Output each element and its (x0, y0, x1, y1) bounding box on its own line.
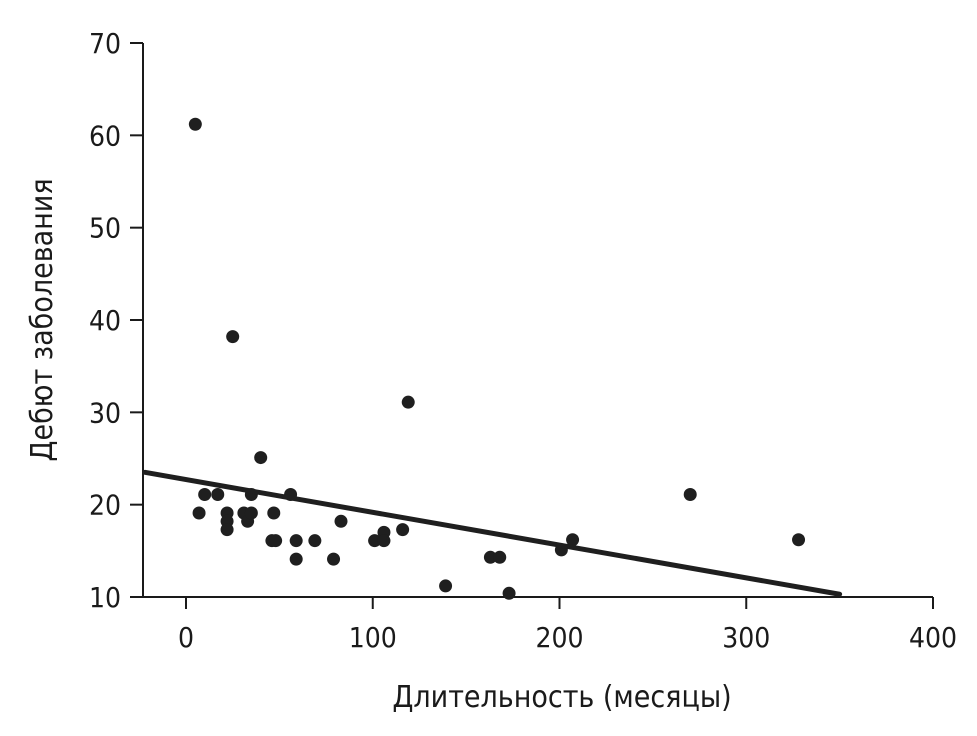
data-points (188, 117, 806, 600)
data-point (188, 117, 202, 131)
x-axis-title: Длительность (месяцы) (392, 680, 731, 715)
data-point (289, 552, 303, 566)
x-tick-label: 100 (349, 621, 397, 654)
y-tick-label: 30 (89, 396, 121, 429)
y-axis-title: Дебют заболевания (25, 178, 60, 461)
y-tick-label: 10 (89, 581, 121, 614)
data-point (439, 579, 453, 593)
axes (142, 43, 933, 598)
data-point (683, 488, 697, 502)
data-point (289, 534, 303, 548)
y-tick-label: 50 (89, 212, 121, 245)
trend-line (142, 469, 843, 597)
data-point (244, 506, 258, 520)
x-tick-label: 300 (722, 621, 770, 654)
data-point (334, 514, 348, 528)
data-point (368, 534, 382, 548)
data-point (792, 533, 806, 547)
data-point (401, 395, 415, 409)
x-tick-label: 400 (909, 621, 957, 654)
data-point (220, 523, 234, 537)
data-point (211, 488, 225, 502)
y-tick-label: 60 (89, 119, 121, 152)
data-point (267, 506, 281, 520)
x-tick-label: 0 (178, 621, 194, 654)
data-point (566, 533, 580, 547)
data-point (502, 586, 516, 600)
data-point (226, 330, 240, 344)
data-point (493, 550, 507, 564)
data-point (269, 534, 283, 548)
data-point (327, 552, 341, 566)
x-tick-label: 200 (535, 621, 583, 654)
data-point (396, 523, 410, 537)
y-tick-label: 70 (89, 27, 121, 60)
data-point (308, 534, 322, 548)
data-point (254, 451, 268, 465)
y-tick-label: 40 (89, 304, 121, 337)
x-ticks: 0 100 200 300 400 (178, 597, 957, 654)
data-point (483, 550, 497, 564)
y-tick-label: 20 (89, 489, 121, 522)
data-point (192, 506, 206, 520)
data-point (198, 488, 212, 502)
y-ticks: 10 20 30 40 50 60 70 (89, 27, 143, 614)
data-point (377, 534, 391, 548)
